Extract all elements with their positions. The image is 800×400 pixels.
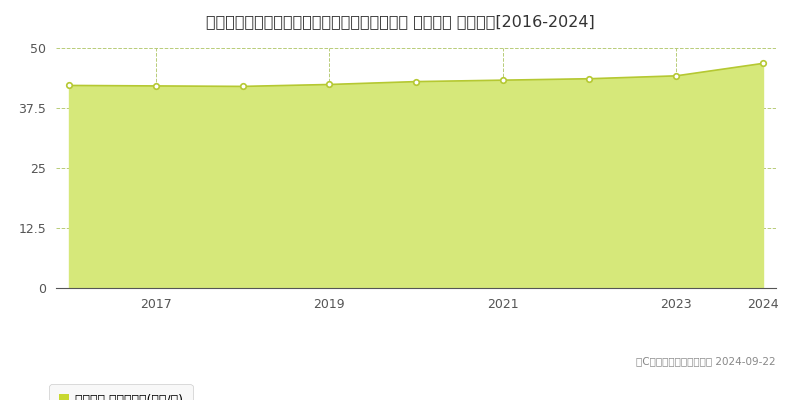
Legend: 公示地価 平均坪単価(万円/坪): 公示地価 平均坪単価(万円/坪) — [53, 387, 189, 400]
Text: （C）土地価格ドットコム 2024-09-22: （C）土地価格ドットコム 2024-09-22 — [636, 356, 776, 366]
Text: 千葉県松戸市小金きよしケ丘３丁目１６番１外 公示地価 地価推移[2016-2024]: 千葉県松戸市小金きよしケ丘３丁目１６番１外 公示地価 地価推移[2016-202… — [206, 14, 594, 29]
